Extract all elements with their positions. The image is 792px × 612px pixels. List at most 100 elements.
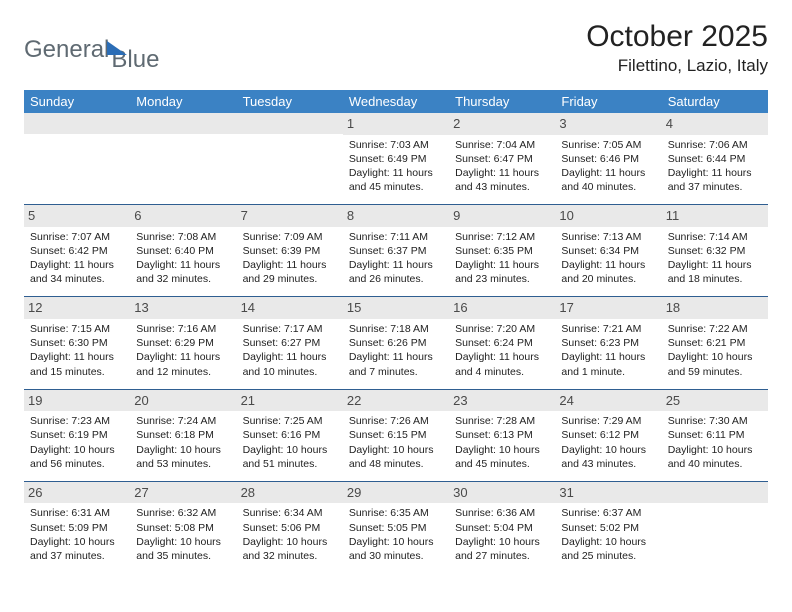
daylight-text: Daylight: 11 hours and 37 minutes. [668,166,762,194]
day-number: 4 [662,113,768,135]
sunrise-text: Sunrise: 6:37 AM [561,506,655,520]
empty-day-bar [24,113,130,134]
daylight-text: Daylight: 11 hours and 7 minutes. [349,350,443,378]
daylight-text: Daylight: 11 hours and 18 minutes. [668,258,762,286]
calendar-day-cell: 6Sunrise: 7:08 AMSunset: 6:40 PMDaylight… [130,205,236,297]
day-number: 20 [130,390,236,412]
sunset-text: Sunset: 6:11 PM [668,428,762,442]
calendar-day-cell: 21Sunrise: 7:25 AMSunset: 6:16 PMDayligh… [237,389,343,481]
sunrise-text: Sunrise: 6:35 AM [349,506,443,520]
sunset-text: Sunset: 6:24 PM [455,336,549,350]
weekday-header: Tuesday [237,90,343,113]
calendar-day-cell: 12Sunrise: 7:15 AMSunset: 6:30 PMDayligh… [24,297,130,389]
calendar-day-cell [130,113,236,205]
sunrise-text: Sunrise: 7:23 AM [30,414,124,428]
sunset-text: Sunset: 6:46 PM [561,152,655,166]
calendar-day-cell: 2Sunrise: 7:04 AMSunset: 6:47 PMDaylight… [449,113,555,205]
calendar-day-cell: 30Sunrise: 6:36 AMSunset: 5:04 PMDayligh… [449,481,555,573]
sunset-text: Sunset: 6:37 PM [349,244,443,258]
day-number: 17 [555,297,661,319]
sunset-text: Sunset: 5:05 PM [349,521,443,535]
day-number: 30 [449,482,555,504]
sunrise-text: Sunrise: 6:31 AM [30,506,124,520]
day-number: 12 [24,297,130,319]
day-number: 18 [662,297,768,319]
calendar-day-cell: 10Sunrise: 7:13 AMSunset: 6:34 PMDayligh… [555,205,661,297]
day-number: 24 [555,390,661,412]
sunset-text: Sunset: 6:42 PM [30,244,124,258]
daylight-text: Daylight: 10 hours and 51 minutes. [243,443,337,471]
day-number: 31 [555,482,661,504]
calendar-week-row: 12 Sunrise: 7:15 AMSunset: 6:30 PM Dayligh… [24,297,768,389]
calendar-day-cell: 18Sunrise: 7:22 AMSunset: 6:21 PMDayligh… [662,297,768,389]
sunset-text: Sunset: 6:39 PM [243,244,337,258]
weekday-header: Friday [555,90,661,113]
daylight-text: Daylight: 10 hours and 32 minutes. [243,535,337,563]
sunrise-text: Sunrise: 7:16 AM [136,322,230,336]
sunset-text: Sunset: 5:09 PM [30,521,124,535]
sunrise-text: Sunrise: 7:15 AM [30,322,124,336]
sunrise-text: Sunrise: 7:06 AM [668,138,762,152]
sunrise-text: Sunrise: 7:03 AM [349,138,443,152]
weekday-header: Sunday [24,90,130,113]
sunrise-text: Sunrise: 7:13 AM [561,230,655,244]
calendar-table: SundayMondayTuesdayWednesdayThursdayFrid… [24,90,768,573]
sunset-text: Sunset: 6:32 PM [668,244,762,258]
calendar-day-cell: 29Sunrise: 6:35 AMSunset: 5:05 PMDayligh… [343,481,449,573]
calendar-day-cell: 15Sunrise: 7:18 AMSunset: 6:26 PMDayligh… [343,297,449,389]
sunset-text: Sunset: 6:16 PM [243,428,337,442]
sunrise-text: Sunrise: 7:30 AM [668,414,762,428]
sunrise-text: Sunrise: 7:04 AM [455,138,549,152]
day-number: 11 [662,205,768,227]
sunset-text: Sunset: 5:06 PM [243,521,337,535]
daylight-text: Daylight: 11 hours and 1 minute. [561,350,655,378]
calendar-day-cell [237,113,343,205]
day-number: 1 [343,113,449,135]
daylight-text: Daylight: 10 hours and 35 minutes. [136,535,230,563]
sunrise-text: Sunrise: 7:14 AM [668,230,762,244]
sunset-text: Sunset: 6:35 PM [455,244,549,258]
day-number: 15 [343,297,449,319]
daylight-text: Daylight: 11 hours and 45 minutes. [349,166,443,194]
daylight-text: Daylight: 10 hours and 27 minutes. [455,535,549,563]
sunrise-text: Sunrise: 7:26 AM [349,414,443,428]
day-number: 5 [24,205,130,227]
sunset-text: Sunset: 6:29 PM [136,336,230,350]
daylight-text: Daylight: 10 hours and 43 minutes. [561,443,655,471]
daylight-text: Daylight: 11 hours and 23 minutes. [455,258,549,286]
sunset-text: Sunset: 6:30 PM [30,336,124,350]
sunset-text: Sunset: 5:08 PM [136,521,230,535]
day-number: 10 [555,205,661,227]
sunset-text: Sunset: 6:49 PM [349,152,443,166]
daylight-text: Daylight: 10 hours and 53 minutes. [136,443,230,471]
calendar-day-cell: 19Sunrise: 7:23 AMSunset: 6:19 PMDayligh… [24,389,130,481]
sunrise-text: Sunrise: 7:22 AM [668,322,762,336]
calendar-day-cell: 25Sunrise: 7:30 AMSunset: 6:11 PMDayligh… [662,389,768,481]
calendar-day-cell: 3Sunrise: 7:05 AMSunset: 6:46 PMDaylight… [555,113,661,205]
sunrise-text: Sunrise: 7:08 AM [136,230,230,244]
calendar-day-cell: 1 Sunrise: 7:03 AMSunset: 6:49 PMDaylight… [343,113,449,205]
calendar-body: 1Sunrise: 7:03 AMSunset: 6:49 PMDaylight… [24,113,768,573]
sunrise-text: Sunrise: 7:20 AM [455,322,549,336]
sunrise-text: Sunrise: 7:21 AM [561,322,655,336]
daylight-text: Daylight: 10 hours and 56 minutes. [30,443,124,471]
calendar-day-cell: 14Sunrise: 7:17 AMSunset: 6:27 PMDayligh… [237,297,343,389]
sunrise-text: Sunrise: 7:12 AM [455,230,549,244]
calendar-day-cell: 9Sunrise: 7:12 AMSunset: 6:35 PMDaylight… [449,205,555,297]
calendar-day-cell: 8Sunrise: 7:11 AMSunset: 6:37 PMDaylight… [343,205,449,297]
logo-text-general: General [24,36,109,64]
day-number: 19 [24,390,130,412]
location: Filettino, Lazio, Italy [586,56,768,76]
calendar-day-cell: 20Sunrise: 7:24 AMSunset: 6:18 PMDayligh… [130,389,236,481]
calendar-day-cell: 16Sunrise: 7:20 AMSunset: 6:24 PMDayligh… [449,297,555,389]
daylight-text: Daylight: 11 hours and 29 minutes. [243,258,337,286]
sunrise-text: Sunrise: 7:17 AM [243,322,337,336]
day-number: 21 [237,390,343,412]
daylight-text: Daylight: 11 hours and 4 minutes. [455,350,549,378]
sunset-text: Sunset: 6:12 PM [561,428,655,442]
day-number: 6 [130,205,236,227]
daylight-text: Daylight: 11 hours and 40 minutes. [561,166,655,194]
calendar-day-cell: 4Sunrise: 7:06 AMSunset: 6:44 PMDaylight… [662,113,768,205]
calendar-day-cell: 17Sunrise: 7:21 AMSunset: 6:23 PMDayligh… [555,297,661,389]
calendar-day-cell [662,481,768,573]
